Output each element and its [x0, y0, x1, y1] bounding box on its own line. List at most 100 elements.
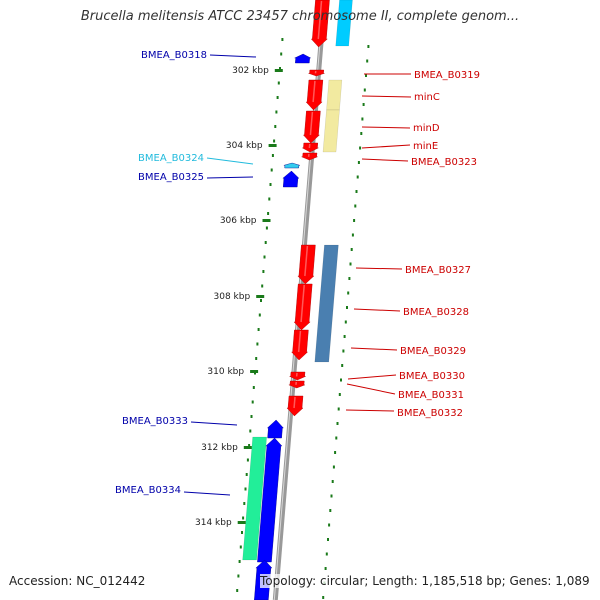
right-guide-dot [366, 59, 369, 63]
cog-band-yellow [322, 109, 340, 153]
right-guide-dot [342, 349, 345, 353]
right-guide-dot [367, 45, 370, 48]
gene-arrow-forward [305, 79, 324, 111]
tick-mark [262, 219, 271, 222]
right-guide-dot [327, 538, 329, 541]
left-guide-dot [280, 52, 283, 56]
left-guide-dot [239, 545, 242, 549]
right-guide-dot [349, 262, 352, 266]
left-guide-dot [270, 168, 273, 172]
gene-label-bmea-b0325-leader [206, 176, 254, 179]
right-guide-dot [346, 306, 348, 309]
left-guide-dot [248, 444, 251, 447]
right-guide-dot [359, 146, 362, 150]
gene-label-bmea-b0318-leader [209, 54, 257, 58]
tick-mark [268, 144, 277, 147]
gene-label-bmea-b0334: BMEA_B0334 [115, 485, 181, 496]
right-guide-dot [365, 74, 367, 77]
right-guide-dot [332, 465, 335, 469]
gene-label-bmea-b0332: BMEA_B0332 [397, 408, 463, 419]
right-guide-dot [360, 132, 363, 135]
right-guide-dot [324, 567, 327, 570]
gene-arrow-forward [310, 0, 330, 48]
tick-label: 314 kbp [195, 518, 232, 528]
tick-mark [237, 521, 246, 524]
left-guide-dot [245, 473, 248, 476]
right-guide-dot [351, 233, 354, 237]
right-guide-dot [341, 364, 344, 367]
right-guide-dot [335, 436, 338, 440]
gene-arrow-reverse [283, 162, 300, 169]
gene-label-bmea-b0331-leader [346, 383, 396, 395]
left-guide-dot [242, 516, 245, 520]
right-guide-dot [362, 103, 365, 106]
right-guide-dot [328, 523, 331, 527]
left-guide-dot [258, 313, 261, 317]
left-guide-dot [273, 139, 276, 143]
right-guide-dot [337, 407, 340, 411]
gene-label-bmea-b0318: BMEA_B0318 [141, 50, 207, 61]
tick-mark [256, 295, 265, 298]
right-guide-dot [325, 552, 328, 556]
gene-arrow-forward-shine [297, 330, 302, 353]
gene-label-mine-leader [361, 144, 411, 149]
left-guide-dot [243, 502, 246, 505]
tick-mark [274, 69, 283, 72]
left-guide-dot [281, 38, 284, 41]
gene-arrow-forward-shine [309, 111, 314, 136]
gene-arrow-forward-shine [312, 80, 316, 103]
right-guide-dot [343, 335, 346, 338]
left-guide-dot [237, 574, 240, 578]
left-guide-dot [252, 386, 255, 389]
gene-label-bmea-b0333: BMEA_B0333 [122, 416, 188, 427]
gene-label-bmea-b0323-leader [361, 158, 409, 162]
tick-label: 302 kbp [232, 66, 269, 76]
left-guide-dot [265, 226, 268, 230]
gene-arrow-reverse [294, 53, 311, 64]
gene-arrow-forward [288, 380, 305, 389]
gene-label-bmea-b0319: BMEA_B0319 [414, 70, 480, 81]
gene-label-bmea-b0327: BMEA_B0327 [405, 265, 471, 276]
cog-track [242, 0, 353, 561]
right-guide-dot [344, 320, 347, 324]
left-guide-dot [277, 81, 280, 85]
tick-mark [250, 370, 259, 373]
left-guide-dot [262, 270, 265, 273]
accession-text: Accession: NC_012442 [9, 574, 146, 588]
left-guide-dot [255, 357, 258, 360]
left-guide-dot [264, 241, 267, 244]
gene-arrow-forward-shine [293, 396, 296, 409]
gene-label-minc: minC [414, 92, 440, 103]
left-guide-dot [263, 255, 266, 259]
right-guide-dot [363, 88, 366, 92]
tick-label: 304 kbp [226, 141, 263, 151]
gene-label-bmea-b0330-leader [347, 374, 397, 380]
gene-arrow-forward-shine [300, 284, 305, 323]
gene-arrow-reverse [282, 170, 300, 188]
gene-label-bmea-b0324: BMEA_B0324 [138, 153, 204, 164]
gene-labels: BMEA_B0319 minC minD minE BMEA_B0323 BMEA_B03… [115, 50, 480, 496]
left-guide-dot [276, 96, 279, 99]
gene-label-bmea-b0323: BMEA_B0323 [411, 157, 477, 168]
right-guide-dot [340, 378, 342, 382]
gene-arrow-forward [291, 329, 309, 361]
gene-label-bmea-b0329-leader [350, 347, 398, 351]
left-guide-dot [244, 487, 247, 491]
right-guide-dot [357, 161, 360, 164]
gene-arrow-forward [293, 283, 313, 331]
gene-arrow-forward-shine [304, 245, 309, 277]
gene-label-bmea-b0334-leader [183, 491, 231, 496]
cog-band-steel [314, 244, 339, 363]
tick-label: 312 kbp [201, 443, 238, 453]
gene-label-mind: minD [413, 123, 440, 134]
right-guide-dot [350, 248, 353, 251]
tick-label: 310 kbp [207, 367, 244, 377]
tick-mark [243, 446, 252, 449]
gene-label-mine: minE [413, 141, 438, 152]
right-guide-dot [356, 175, 359, 179]
gene-arrow-forward [302, 110, 321, 144]
right-guide-dot [348, 277, 351, 280]
tick-label: 308 kbp [214, 292, 251, 302]
gene-label-bmea-b0328: BMEA_B0328 [403, 307, 469, 318]
